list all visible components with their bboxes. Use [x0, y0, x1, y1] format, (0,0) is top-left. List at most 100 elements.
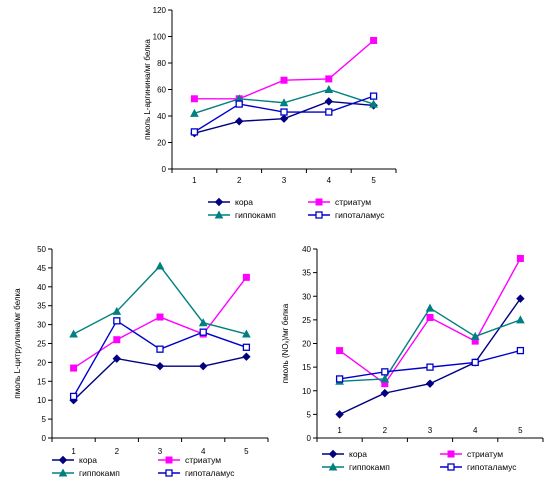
legend-label: кора: [349, 449, 367, 459]
legend-item: гиппокамп: [322, 462, 390, 472]
series-1: [190, 36, 378, 103]
x-tick-label: 1: [71, 447, 76, 456]
data-point: [324, 84, 334, 93]
legend: кора стриатум гиппокамп гипоталамус: [52, 455, 235, 478]
data-point: [156, 345, 164, 353]
data-point: [280, 108, 288, 116]
legend-label: гипоталамус: [335, 210, 385, 220]
x-tick-label: 5: [518, 426, 523, 435]
x-tick-label: 2: [115, 447, 120, 456]
y-tick-label: 20: [37, 358, 46, 367]
legend-item: гипоталамус: [158, 468, 235, 478]
legend-item: стриатум: [308, 197, 371, 207]
series-3: [190, 92, 378, 136]
y-tick-label: 35: [37, 302, 46, 311]
legend-label: кора: [235, 197, 253, 207]
data-point: [198, 318, 208, 327]
y-tick-label: 40: [302, 245, 311, 254]
data-point: [234, 117, 244, 126]
legend: кора стриатум гиппокамп гипоталамус: [208, 197, 385, 220]
y-tick-label: 0: [42, 434, 47, 443]
data-point: [369, 99, 378, 108]
y-tick-label: 0: [162, 165, 167, 174]
series-line: [72, 319, 247, 397]
y-axis-title: пмоль (NOₓ)/мг белка: [281, 303, 290, 383]
data-point: [190, 95, 198, 103]
y-tick-label: 100: [153, 33, 167, 42]
legend-item: гиппокамп: [52, 468, 120, 478]
legend-swatch-marker: [328, 449, 338, 459]
x-tick-label: 2: [237, 176, 242, 185]
y-tick-label: 60: [157, 86, 166, 95]
series-line: [194, 39, 375, 100]
legend-label: гиппокамп: [349, 462, 390, 472]
y-tick-label: 15: [37, 377, 46, 386]
y-tick-label: 25: [302, 316, 311, 325]
legend-swatch-marker: [58, 455, 68, 465]
legend-label: стриатум: [335, 197, 371, 207]
x-tick-label: 2: [383, 426, 388, 435]
legend-swatch-marker: [447, 463, 455, 471]
y-tick-label: 35: [302, 269, 311, 278]
data-point: [380, 374, 390, 383]
y-tick-label: 40: [37, 283, 46, 292]
legend-label: гиппокамп: [79, 468, 120, 478]
legend-label: гипоталамус: [185, 468, 235, 478]
y-tick-label: 10: [302, 387, 311, 396]
data-point: [516, 346, 525, 355]
series-line: [73, 276, 247, 369]
legend-swatch-marker: [165, 456, 173, 464]
y-tick-label: 5: [42, 415, 47, 424]
data-point: [325, 108, 333, 116]
data-point: [242, 273, 250, 281]
y-tick-label: 30: [302, 292, 311, 301]
legend-swatch-marker: [58, 468, 68, 477]
y-tick-label: 30: [37, 321, 46, 330]
legend-swatch-marker: [447, 450, 455, 458]
data-point: [516, 315, 525, 324]
legend-item: кора: [52, 455, 97, 465]
y-tick-label: 45: [37, 264, 46, 273]
legend: кора стриатум гиппокамп гипоталамус: [322, 449, 517, 472]
x-tick-label: 5: [371, 176, 376, 185]
chart-nox: 0 5 10 15 20 25 30 35 40 1 2 3 4 5 пмоль (NOₓ)/мг белк…: [281, 245, 544, 472]
data-point: [155, 261, 165, 270]
series-1: [336, 254, 524, 388]
x-tick-label: 5: [244, 447, 249, 456]
legend-swatch-marker: [328, 462, 338, 471]
chart-arginine: 0 20 40 60 80 100 120 1 2 3 4 5 пмоль L-аргинина/мг …: [143, 6, 397, 220]
y-tick-label: 5: [307, 410, 312, 419]
data-point: [69, 329, 78, 338]
y-tick-label: 15: [302, 363, 311, 372]
series-3: [335, 346, 525, 383]
data-point: [369, 92, 378, 100]
data-point: [335, 375, 344, 383]
data-point: [113, 336, 121, 344]
series-0: [69, 352, 251, 405]
y-axis-title: пмоль L-цитруллина/мг белка: [13, 288, 22, 399]
legend-swatch-marker: [315, 211, 323, 219]
data-point: [426, 363, 434, 371]
data-point: [335, 410, 344, 419]
x-tick-label: 4: [201, 447, 206, 456]
y-tick-label: 10: [37, 396, 46, 405]
data-point: [69, 392, 78, 401]
series-2: [69, 261, 251, 338]
legend-swatch-marker: [214, 197, 224, 207]
legend-label: стриатум: [185, 455, 221, 465]
series-2: [190, 84, 378, 117]
legend-swatch-marker: [315, 198, 323, 206]
data-point: [516, 254, 524, 262]
y-tick-label: 0: [307, 434, 312, 443]
data-point: [242, 329, 251, 338]
y-tick-label: 40: [157, 112, 166, 121]
legend-item: гипоталамус: [440, 462, 517, 472]
legend-item: кора: [208, 197, 253, 207]
y-tick-label: 25: [37, 340, 46, 349]
y-tick-label: 20: [157, 139, 166, 148]
y-tick-label: 120: [153, 6, 167, 15]
y-tick-label: 50: [37, 245, 46, 254]
data-point: [112, 306, 122, 315]
series-3: [69, 317, 251, 401]
